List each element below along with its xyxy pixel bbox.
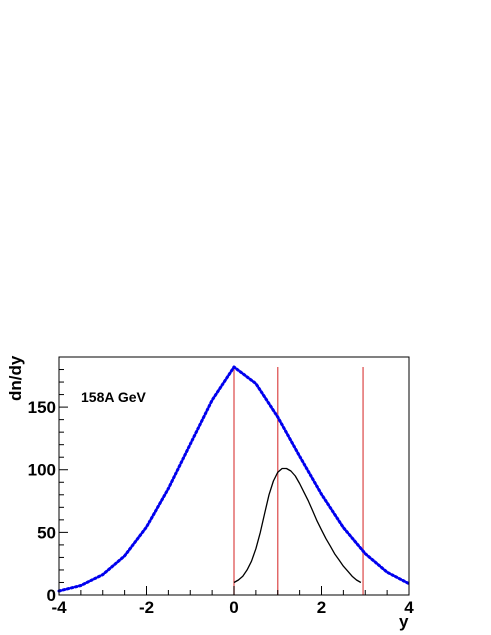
annotation-label: 158A GeV	[81, 389, 147, 405]
axis-ticks	[58, 369, 410, 596]
x-tick-label-3: 2	[317, 598, 326, 617]
x-tick-label-2: 0	[229, 598, 238, 617]
x-axis-title: y	[399, 612, 409, 631]
x-tick-label-4: 4	[404, 598, 414, 617]
tick-labels: -4 -2 0 2 4 0 50 100 150	[28, 398, 415, 617]
series-layer	[57, 365, 411, 593]
series-0-line	[57, 365, 411, 593]
reference-lines	[233, 367, 364, 595]
x-tick-label-1: -2	[139, 598, 154, 617]
y-axis-title: dn/dy	[6, 355, 25, 401]
y-tick-label-1: 50	[37, 523, 56, 542]
y-tick-label-3: 150	[28, 398, 56, 417]
series-1-line	[233, 467, 362, 584]
y-tick-label-2: 100	[28, 461, 56, 480]
y-tick-label-0: 0	[47, 586, 56, 605]
x-tick-label-0: -4	[51, 598, 67, 617]
